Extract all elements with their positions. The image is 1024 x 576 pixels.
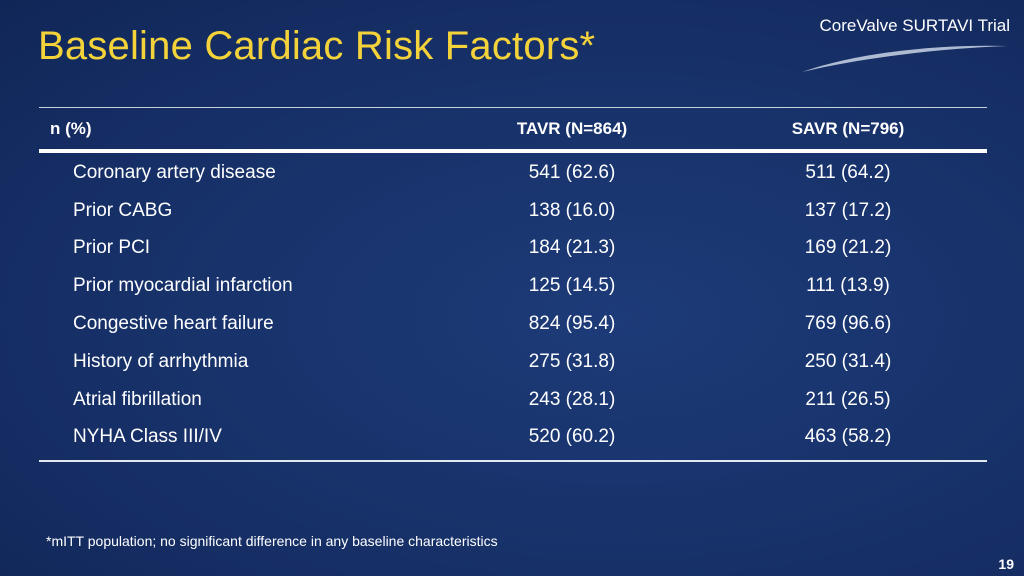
table-row: Prior PCI 184 (21.3) 169 (21.2) xyxy=(39,230,987,268)
table-row: Congestive heart failure 824 (95.4) 769 (9… xyxy=(39,305,987,343)
row-label: Prior PCI xyxy=(73,237,151,259)
row-savr-value: 511 (64.2) xyxy=(805,161,891,183)
row-savr-value: 137 (17.2) xyxy=(804,199,892,221)
risk-factors-table: n (%) TAVR (N=864) SAVR (N=796) Coronary… xyxy=(39,107,987,463)
header-savr: SAVR (N=796) xyxy=(791,118,905,138)
row-savr-value: 211 (26.5) xyxy=(805,388,891,410)
brand-swoosh-icon xyxy=(802,45,1008,72)
row-tavr-value: 520 (60.2) xyxy=(528,426,616,448)
row-label: Prior CABG xyxy=(73,199,173,221)
row-tavr-value: 125 (14.5) xyxy=(528,275,616,297)
slide-title: Baseline Cardiac Risk Factors* xyxy=(38,24,596,68)
row-savr-value: 111 (13.9) xyxy=(806,275,890,297)
table-body: Coronary artery disease 541 (62.6) 511 (64… xyxy=(39,153,987,460)
row-tavr-value: 541 (62.6) xyxy=(528,161,616,183)
row-label: History of arrhythmia xyxy=(73,350,249,372)
footnote: *mITT population; no significant differe… xyxy=(46,533,498,549)
row-tavr-value: 824 (95.4) xyxy=(528,313,616,335)
page-number: 19 xyxy=(998,556,1014,572)
brand-logo: CoreValve SURTAVI Trial xyxy=(800,14,1010,74)
table-row: Prior CABG 138 (16.0) 137 (17.2) xyxy=(39,192,987,230)
brand-name: CoreValve SURTAVI Trial xyxy=(819,16,1010,35)
header-tavr: TAVR (N=864) xyxy=(516,118,628,138)
row-label: Atrial fibrillation xyxy=(73,388,202,410)
header-n-percent: n (%) xyxy=(50,118,92,138)
row-savr-value: 250 (31.4) xyxy=(804,350,892,372)
table-row: Atrial fibrillation 243 (28.1) 211 (26.5) xyxy=(39,381,987,419)
table-row: Coronary artery disease 541 (62.6) 511 (64… xyxy=(39,154,987,192)
table-row: Prior myocardial infarction 125 (14.5) 111… xyxy=(39,267,987,305)
table-header-rule xyxy=(39,149,987,153)
table-bottom-rule xyxy=(39,460,987,463)
table-row: History of arrhythmia 275 (31.8) 250 (31.4… xyxy=(39,343,987,381)
table-header-row: n (%) TAVR (N=864) SAVR (N=796) xyxy=(39,108,987,149)
row-savr-value: 769 (96.6) xyxy=(804,313,892,335)
row-savr-value: 169 (21.2) xyxy=(804,237,892,259)
table-top-rule xyxy=(39,107,987,108)
row-tavr-value: 138 (16.0) xyxy=(528,199,616,221)
row-savr-value: 463 (58.2) xyxy=(804,426,892,448)
row-tavr-value: 275 (31.8) xyxy=(528,350,616,372)
row-tavr-value: 243 (28.1) xyxy=(528,388,616,410)
row-tavr-value: 184 (21.3) xyxy=(528,237,616,259)
table-row: NYHA Class III/IV 520 (60.2) 463 (58.2) xyxy=(39,419,987,457)
row-label: NYHA Class III/IV xyxy=(73,426,222,448)
row-label: Prior myocardial infarction xyxy=(73,275,293,297)
row-label: Coronary artery disease xyxy=(73,161,276,183)
row-label: Congestive heart failure xyxy=(73,313,274,335)
